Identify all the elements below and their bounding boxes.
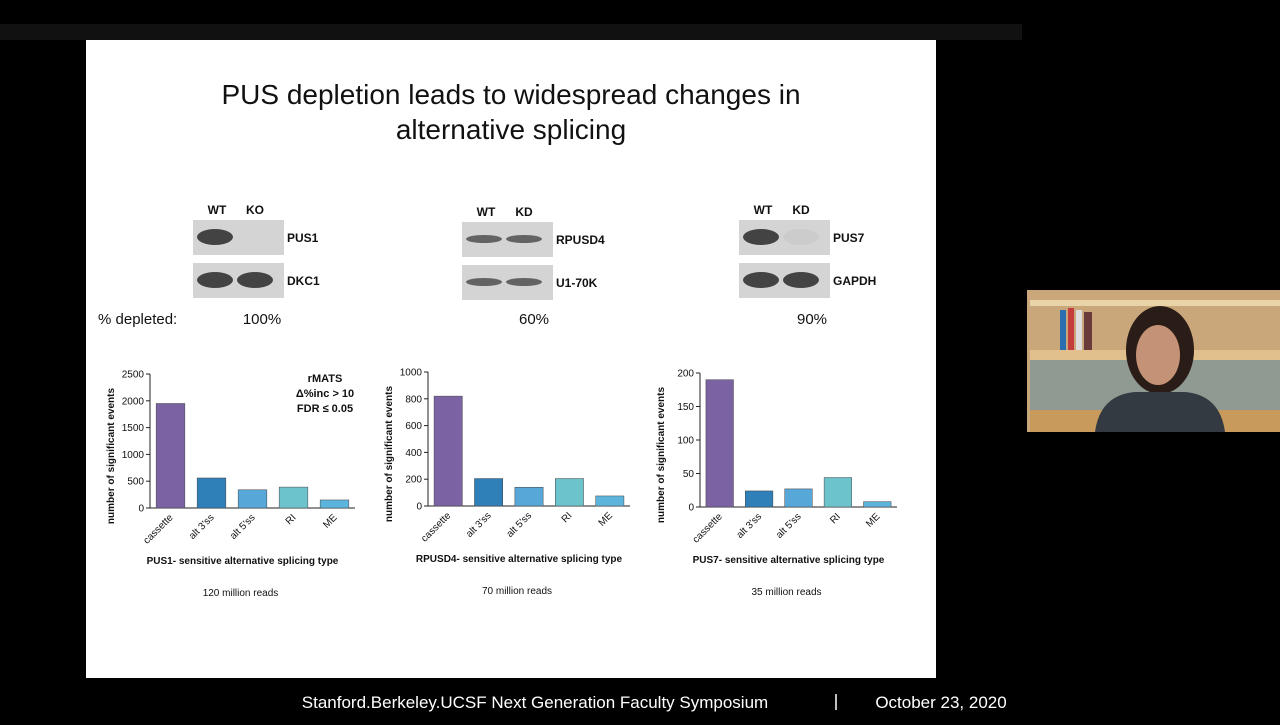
y-tick-label: 0 bbox=[416, 502, 422, 513]
footer-date: October 23, 2020 bbox=[875, 693, 1006, 712]
protein-label: DKC1 bbox=[287, 274, 320, 288]
annotation: rMATS bbox=[308, 373, 343, 385]
depleted-value: 90% bbox=[797, 311, 827, 328]
y-tick-label: 1000 bbox=[122, 450, 145, 461]
x-axis-label: PUS1- sensitive alternative splicing typ… bbox=[147, 556, 339, 567]
y-tick-label: 800 bbox=[405, 394, 422, 405]
bar bbox=[278, 486, 309, 509]
person-face bbox=[1136, 325, 1180, 385]
blot-band bbox=[506, 278, 542, 286]
lane-label: KD bbox=[515, 205, 533, 219]
y-axis-label: number of significant events bbox=[656, 386, 667, 523]
x-axis-label: PUS7- sensitive alternative splicing typ… bbox=[693, 555, 885, 566]
webcam bbox=[1027, 290, 1280, 432]
bar bbox=[514, 486, 544, 507]
blot-band bbox=[506, 235, 542, 243]
blot-band bbox=[237, 272, 273, 288]
footer-event: Stanford.Berkeley.UCSF Next Generation F… bbox=[302, 693, 768, 712]
protein-label: GAPDH bbox=[833, 274, 876, 288]
lane-label: KD bbox=[792, 203, 810, 217]
bar bbox=[595, 495, 625, 507]
bar bbox=[237, 489, 268, 509]
slide bbox=[86, 40, 936, 678]
top-bar bbox=[0, 24, 1022, 40]
y-tick-label: 500 bbox=[127, 477, 144, 488]
slide-title: PUS depletion leads to widespread change… bbox=[221, 79, 800, 110]
x-axis-label: RPUSD4- sensitive alternative splicing t… bbox=[416, 554, 623, 565]
bar bbox=[705, 379, 734, 508]
blot-band bbox=[466, 235, 502, 243]
reads-note: 35 million reads bbox=[751, 587, 821, 598]
lane-label: KO bbox=[246, 203, 264, 217]
y-tick-label: 100 bbox=[677, 436, 694, 447]
y-tick-label: 2500 bbox=[122, 370, 145, 381]
book bbox=[1060, 310, 1066, 350]
bar bbox=[155, 403, 186, 509]
protein-label: U1-70K bbox=[556, 276, 598, 290]
bar bbox=[863, 501, 892, 508]
slide-title: alternative splicing bbox=[396, 114, 626, 145]
bar bbox=[433, 395, 463, 507]
depleted-value: 100% bbox=[243, 311, 281, 328]
y-tick-label: 0 bbox=[138, 504, 144, 515]
blot-band bbox=[783, 272, 819, 288]
y-tick-label: 1000 bbox=[400, 368, 423, 379]
protein-label: PUS1 bbox=[287, 231, 319, 245]
reads-note: 70 million reads bbox=[482, 586, 552, 597]
annotation: FDR ≤ 0.05 bbox=[297, 403, 353, 415]
bar bbox=[745, 490, 774, 508]
book bbox=[1076, 310, 1082, 350]
y-axis-label: number of significant events bbox=[384, 385, 395, 522]
bar bbox=[196, 477, 227, 509]
y-tick-label: 200 bbox=[405, 475, 422, 486]
y-tick-label: 0 bbox=[688, 503, 694, 514]
y-tick-label: 1500 bbox=[122, 423, 145, 434]
blot-band bbox=[783, 229, 819, 245]
protein-label: PUS7 bbox=[833, 231, 865, 245]
lane-label: WT bbox=[208, 203, 227, 217]
bar bbox=[474, 478, 503, 507]
bar bbox=[555, 478, 584, 507]
y-tick-label: 150 bbox=[677, 402, 694, 413]
reads-note: 120 million reads bbox=[203, 588, 279, 599]
bar bbox=[319, 499, 350, 509]
y-tick-label: 2000 bbox=[122, 396, 145, 407]
book bbox=[1084, 312, 1092, 350]
lane-label: WT bbox=[754, 203, 773, 217]
y-tick-label: 200 bbox=[677, 369, 694, 380]
blot-band bbox=[743, 229, 779, 245]
y-tick-label: 50 bbox=[683, 469, 695, 480]
y-tick-label: 400 bbox=[405, 448, 422, 459]
y-tick-label: 600 bbox=[405, 421, 422, 432]
bar bbox=[784, 488, 813, 508]
book bbox=[1068, 308, 1074, 350]
shelf bbox=[1030, 300, 1280, 306]
blot-band bbox=[197, 229, 233, 245]
blot-band bbox=[197, 272, 233, 288]
lane-label: WT bbox=[477, 205, 496, 219]
depleted-label: % depleted: bbox=[98, 311, 177, 328]
blot-band bbox=[743, 272, 779, 288]
bar bbox=[823, 477, 852, 508]
annotation: Δ%inc > 10 bbox=[296, 388, 354, 400]
blot-band bbox=[466, 278, 502, 286]
protein-label: RPUSD4 bbox=[556, 233, 605, 247]
depleted-value: 60% bbox=[519, 311, 549, 328]
y-axis-label: number of significant events bbox=[106, 387, 117, 524]
person-body bbox=[1095, 392, 1225, 432]
